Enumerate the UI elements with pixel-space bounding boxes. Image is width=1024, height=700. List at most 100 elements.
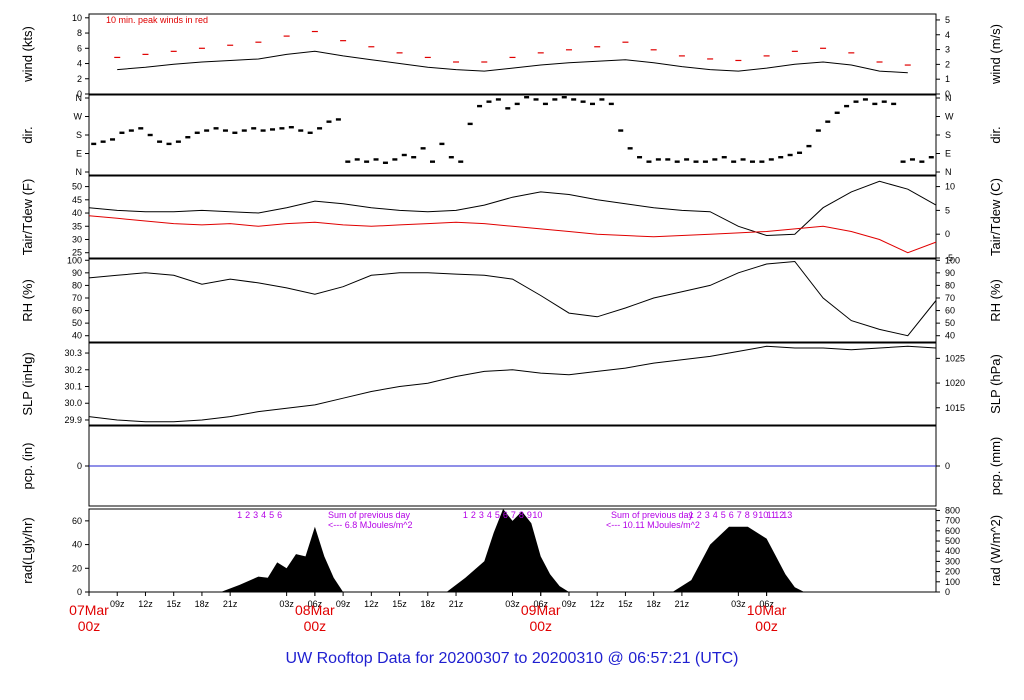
sum-value-day3: <--- 10.11 MJoules/m^2 (606, 520, 700, 530)
series-line-rh (88, 260, 937, 337)
solar-hour-label: 3 (479, 510, 484, 520)
direction-mark (364, 160, 370, 163)
sum-label-day3: Sum of previous day (611, 510, 694, 520)
direction-mark (825, 120, 831, 123)
solar-hour-label: 6 (277, 510, 282, 520)
solar-hour-label: 10 (532, 510, 542, 520)
x-date-hour: 00z (755, 618, 778, 634)
solar-hour-label: 4 (713, 510, 718, 520)
direction-mark (693, 160, 699, 163)
direction-mark (684, 158, 690, 161)
y-tick-label-left: 35 (72, 221, 82, 231)
x-tick-label: 03z (505, 599, 520, 609)
series-line-tdew (88, 215, 937, 254)
y-label-left: Tair/Tdew (F) (20, 179, 35, 256)
x-tick-label: 09z (336, 599, 351, 609)
y-label-right: pcp. (mm) (988, 437, 1003, 496)
direction-mark (815, 129, 821, 132)
solar-hour-label: 2 (697, 510, 702, 520)
direction-mark (486, 100, 492, 103)
direction-mark (354, 158, 360, 161)
direction-mark (524, 96, 530, 99)
y-tick-label-left: 40 (72, 540, 82, 550)
direction-mark (844, 104, 850, 108)
direction-mark (279, 127, 285, 130)
y-tick-label-right: 700 (945, 516, 960, 526)
y-tick-label-right: 800 (945, 505, 960, 515)
x-tick-label: 06z (533, 599, 548, 609)
y-tick-label-left: 30.2 (64, 365, 82, 375)
direction-mark (401, 153, 407, 157)
direction-mark (552, 98, 558, 101)
y-tick-label-left: 25 (72, 248, 82, 258)
direction-mark (439, 142, 445, 146)
direction-mark (392, 158, 398, 161)
solar-hour-label: 3 (253, 510, 258, 520)
x-tick-label: 03z (279, 599, 294, 609)
y-tick-label-left: 6 (77, 43, 82, 53)
x-date-label: 08Mar (295, 602, 335, 618)
direction-mark (580, 100, 586, 103)
direction-mark (251, 127, 257, 130)
y-label-right: Tair/Tdew (C) (988, 178, 1003, 256)
direction-mark (862, 98, 868, 101)
series-line-tair (88, 180, 937, 237)
x-tick-label: 12z (590, 599, 605, 609)
direction-mark (542, 102, 548, 106)
y-tick-label-right: 4 (945, 30, 950, 40)
y-tick-label-left: 30.3 (64, 348, 82, 358)
x-tick-label: 15z (166, 599, 181, 609)
solar-hour-label: 9 (753, 510, 758, 520)
direction-mark (420, 147, 426, 150)
direction-mark (891, 102, 897, 106)
y-tick-label-right: 500 (945, 536, 960, 546)
direction-mark (138, 127, 144, 130)
direction-mark (674, 160, 680, 163)
y-tick-label-right: 0 (945, 461, 950, 471)
direction-mark (222, 129, 228, 132)
solar-hour-label: 13 (782, 510, 792, 520)
y-tick-label-right: 0 (945, 587, 950, 597)
y-tick-label-right: W (945, 112, 954, 122)
x-tick-label: 06z (759, 599, 774, 609)
y-tick-label-right: 1015 (945, 403, 965, 413)
direction-mark (317, 127, 323, 130)
direction-mark (740, 158, 746, 161)
y-tick-label-left: 100 (67, 255, 82, 265)
y-tick-label-right: 0 (945, 229, 950, 239)
x-date-label: 10Mar (747, 602, 787, 618)
y-label-left: pcp. (in) (20, 443, 35, 490)
direction-mark (655, 158, 661, 161)
direction-mark (721, 156, 727, 159)
y-tick-label-left: 8 (77, 28, 82, 38)
y-tick-label-right: 400 (945, 546, 960, 556)
y-label-right: SLP (hPa) (988, 354, 1003, 414)
solar-hour-label: 2 (245, 510, 250, 520)
direction-mark (411, 156, 417, 159)
direction-mark (749, 160, 755, 163)
y-tick-label-right: 50 (945, 318, 955, 328)
y-tick-label-left: N (76, 167, 83, 177)
solar-hour-label: 5 (495, 510, 500, 520)
solar-hour-label: 3 (705, 510, 710, 520)
direction-mark (637, 156, 643, 159)
direction-mark (119, 131, 125, 134)
direction-mark (213, 127, 219, 130)
y-tick-label-right: N (945, 93, 952, 103)
direction-mark (147, 133, 153, 137)
panel-wind: wind (kts) wind (m/s) 0 2 4 6 8 10 0 1 2 3 4 5 10 min.… (20, 13, 1003, 99)
peak-wind-note: 10 min. peak winds in red (106, 15, 208, 25)
direction-mark (326, 120, 332, 123)
y-tick-label-left: 20 (72, 563, 82, 573)
direction-mark (872, 102, 878, 106)
direction-mark (909, 158, 915, 161)
panel-rad: rad(Lgly/hr) rad (W/m^2)02040600100200300… (20, 505, 1003, 597)
panel-frame (88, 342, 937, 426)
direction-mark (166, 142, 172, 146)
direction-mark (627, 147, 633, 150)
panel-slp: SLP (inHg) SLP (hPa) 29.9 30.0 30.1 30.2 30.3 1… (20, 342, 1003, 426)
y-tick-label-right: E (945, 149, 951, 159)
panel-temp: Tair/Tdew (F) Tair/Tdew (C)253035404550-5… (20, 175, 1003, 263)
y-tick-label-left: W (74, 112, 83, 122)
y-tick-label-left: 60 (72, 516, 82, 526)
